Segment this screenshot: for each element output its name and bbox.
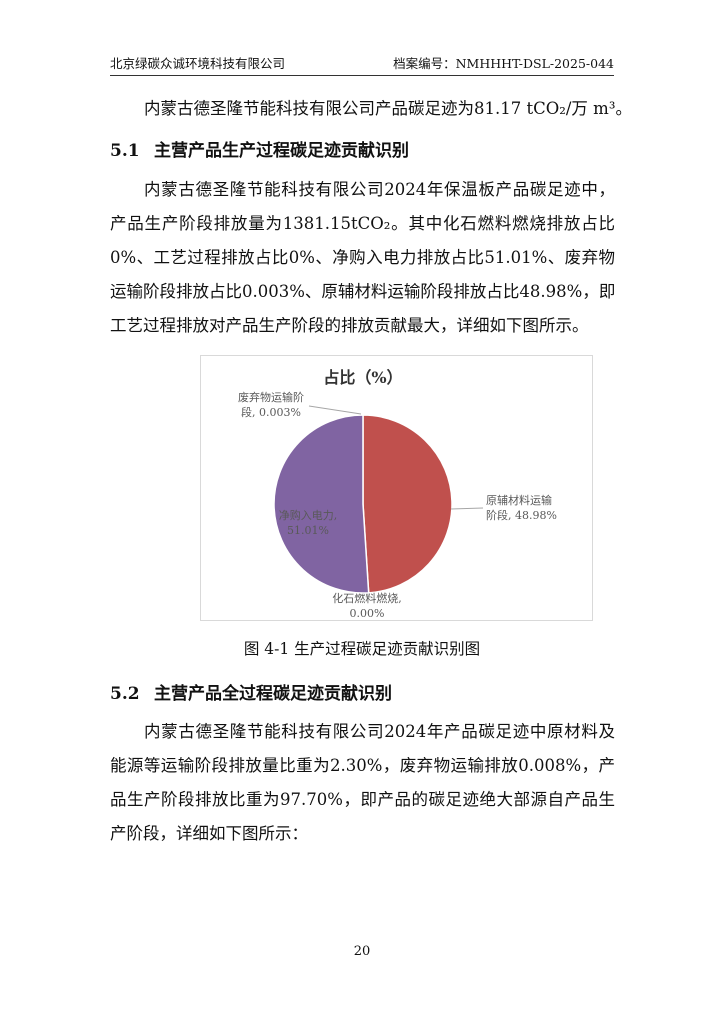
intro-line: 内蒙古德圣隆节能科技有限公司产品碳足迹为81.17 tCO₂/万 m³。 bbox=[144, 99, 632, 118]
paragraph-line: 0%、工艺过程排放占比0%、净购入电力排放占比51.01%、废弃物 bbox=[110, 248, 615, 267]
leader-line bbox=[450, 507, 484, 510]
page-header: 北京绿碳众诚环境科技有限公司 档案编号：NMHHHT-DSL-2025-044 bbox=[110, 50, 614, 76]
section-title: 主营产品生产过程碳足迹贡献识别 bbox=[154, 141, 409, 161]
header-file-number: 档案编号：NMHHHT-DSL-2025-044 bbox=[393, 56, 614, 71]
pie-chart-svg: 占比（%） 原辅材料运输阶段, 48.98% 化石燃料燃烧, 0.00% 净购入电力,… bbox=[238, 368, 557, 620]
paragraph-line: 运输阶段排放占比0.003%、原辅材料运输阶段排放占比48.98%，即 bbox=[110, 282, 616, 301]
paragraph-line: 工艺过程排放对产品生产阶段的排放贡献最大，详细如下图所示。 bbox=[110, 316, 589, 335]
data-label: 废弃物运输阶 bbox=[238, 390, 304, 404]
paragraph-line: 内蒙古德圣隆节能科技有限公司2024年产品碳足迹中原材料及 bbox=[144, 722, 615, 741]
pie-slice bbox=[362, 414, 453, 594]
data-label: 51.01% bbox=[287, 524, 329, 537]
section-number: 5.1 bbox=[110, 141, 140, 161]
data-label: 段, 0.003% bbox=[241, 405, 301, 419]
section-heading-5-2: 5.2 主营产品全过程碳足迹贡献识别 bbox=[110, 679, 392, 704]
section-heading-5-1: 5.1 主营产品生产过程碳足迹贡献识别 bbox=[110, 136, 409, 161]
paragraph-line: 产阶段，详细如下图所示： bbox=[110, 824, 308, 843]
data-label: 化石燃料燃烧, bbox=[332, 591, 402, 605]
paragraph-line: 品生产阶段排放比重为97.70%，即产品的碳足迹绝大部源自产品生 bbox=[110, 790, 615, 809]
section-number: 5.2 bbox=[110, 684, 140, 704]
section-title: 主营产品全过程碳足迹贡献识别 bbox=[154, 684, 392, 704]
header-company: 北京绿碳众诚环境科技有限公司 bbox=[110, 56, 286, 71]
chart-title: 占比（%） bbox=[323, 368, 402, 387]
pie-slice bbox=[273, 414, 370, 594]
page-number: 20 bbox=[353, 944, 371, 959]
data-label: 原辅材料运输 bbox=[486, 493, 552, 507]
pie-chart: 占比（%） 原辅材料运输 阶段, 48.98% 化石燃料燃烧, 0.00% 净购入电力,… bbox=[200, 355, 593, 621]
paragraph-line: 能源等运输阶段排放量比重为2.30%，废弃物运输排放0.008%，产 bbox=[110, 756, 615, 775]
data-label: 0.00% bbox=[350, 607, 385, 620]
data-label: 阶段, 48.98% bbox=[486, 508, 557, 522]
paragraph-line: 产品生产阶段排放量为1381.15tCO₂。其中化石燃料燃烧排放占比 bbox=[110, 214, 615, 233]
leader-line bbox=[308, 405, 362, 415]
paragraph-line: 内蒙古德圣隆节能科技有限公司2024年保温板产品碳足迹中， bbox=[144, 180, 615, 199]
figure-caption: 图 4-1 生产过程碳足迹贡献识别图 bbox=[243, 640, 481, 658]
data-label: 净购入电力, bbox=[279, 508, 338, 522]
